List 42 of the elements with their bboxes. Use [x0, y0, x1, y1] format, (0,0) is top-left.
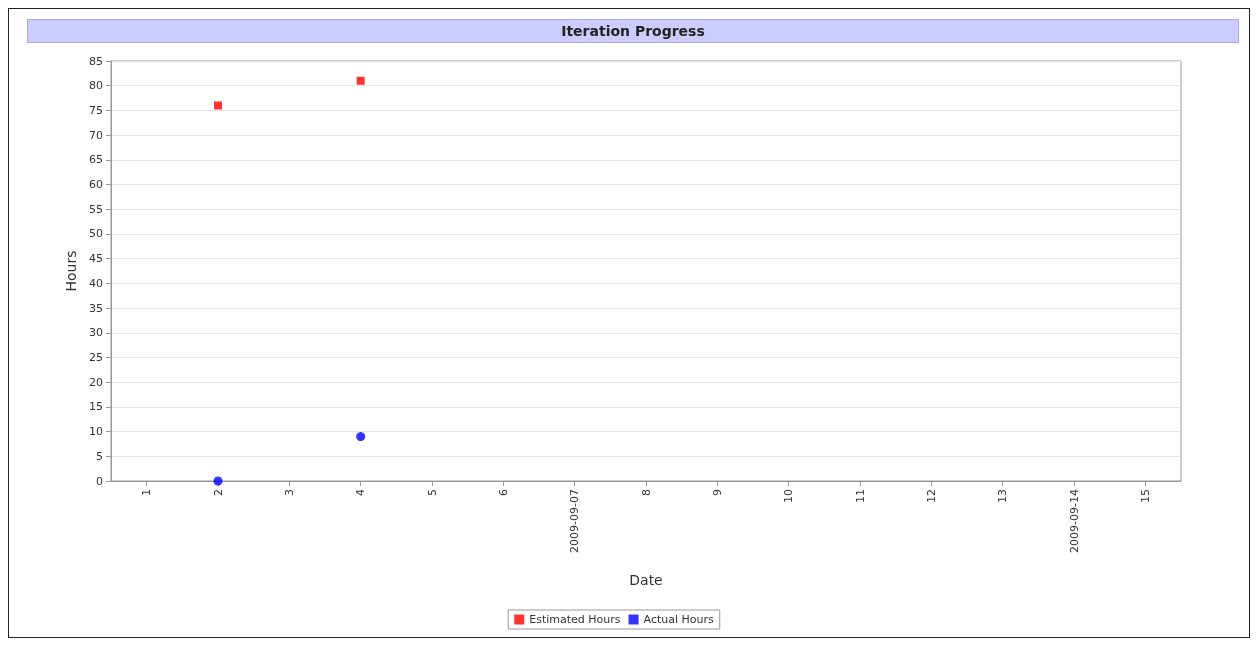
x-tick-label: 15	[1138, 489, 1152, 503]
y-tick-label: 60	[89, 178, 103, 192]
y-tick-label: 20	[89, 375, 103, 389]
y-tick-label: 80	[89, 79, 103, 93]
x-tick-label: 2	[211, 489, 225, 496]
point	[213, 476, 223, 486]
x-tick-label: 6	[496, 489, 510, 496]
y-tick-label: 70	[89, 128, 103, 142]
y-axis-title: Hours	[63, 250, 80, 292]
x-tick-label: 13	[996, 489, 1010, 503]
x-tick-label: 2009-09-14	[1067, 489, 1081, 553]
y-tick-label: 45	[89, 252, 103, 266]
chart-title: Iteration Progress	[27, 19, 1239, 43]
point	[356, 76, 365, 85]
y-tick-label: 35	[89, 301, 103, 315]
y-tick-label: 0	[96, 474, 103, 488]
y-tick-label: 10	[89, 425, 103, 439]
x-tick-label: 8	[639, 489, 653, 496]
y-tick-label: 25	[89, 350, 103, 364]
x-tick-label: 2009-09-07	[568, 489, 582, 553]
y-tick-label: 50	[89, 227, 103, 241]
y-tick-label: 30	[89, 326, 103, 340]
x-tick-label: 3	[282, 489, 296, 496]
x-tick-label: 4	[354, 489, 368, 496]
y-tick-label: 65	[89, 153, 103, 167]
x-tick-label: 1	[140, 489, 154, 496]
x-tick-label: 10	[782, 489, 796, 503]
y-tick-label: 55	[89, 202, 103, 216]
y-tick-label: 15	[89, 400, 103, 414]
x-tick-label: 11	[853, 489, 867, 503]
y-tick-label: 75	[89, 103, 103, 117]
x-tick-label: 12	[924, 489, 938, 503]
legend-label: Actual Hours	[643, 613, 715, 626]
x-tick-label: 9	[710, 489, 724, 496]
point	[356, 432, 366, 442]
x-tick-label: 5	[425, 489, 439, 496]
y-tick-label: 85	[89, 54, 103, 68]
x-axis-title: Date	[629, 572, 663, 588]
legend-label: Estimated Hours	[529, 613, 621, 626]
point	[214, 101, 222, 110]
y-tick-label: 40	[89, 276, 103, 290]
y-tick-label: 5	[96, 449, 103, 463]
